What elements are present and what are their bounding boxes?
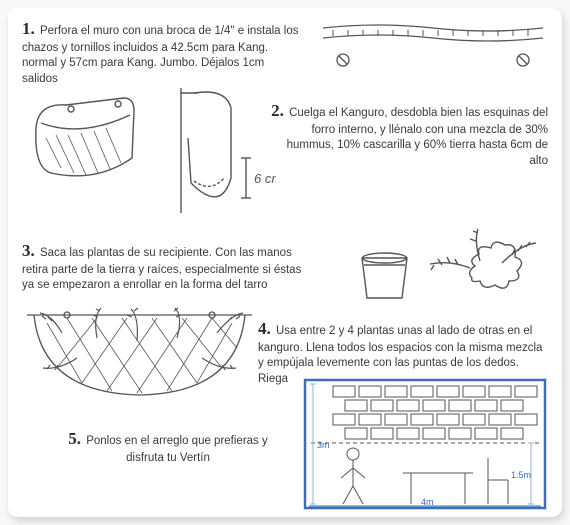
ruler-screws-illustration <box>318 20 548 75</box>
wall-height-label: 3m <box>317 440 330 450</box>
step-2-number: 2. <box>271 101 284 120</box>
pouch-hook-illustration: 6 cm <box>26 83 276 223</box>
step-3-text: Saca las plantas de su recipiente. Con l… <box>22 247 301 291</box>
room-diagram-illustration: 3m 1.5m 4m <box>303 378 548 513</box>
instruction-sheet: 1. Perfora el muro con una broca de 1/4"… <box>8 8 562 517</box>
person-height-label: 1.5m <box>511 470 531 480</box>
planter-plants-illustration <box>22 303 257 413</box>
step-3: 3. Saca las plantas de su recipiente. Co… <box>22 240 312 294</box>
step-5-text: Ponlos en el arreglo que prefieras y dis… <box>86 435 268 464</box>
wall-width-label: 4m <box>421 497 434 507</box>
pot-roots-illustration <box>342 223 542 313</box>
step-4-text: Usa entre 2 y 4 plantas unas al lado de … <box>258 325 542 385</box>
step-2: 2. Cuelga el Kanguro, desdobla bien las … <box>268 100 548 169</box>
step-1-number: 1. <box>22 19 35 38</box>
height-label: 6 cm <box>254 171 276 186</box>
step-3-number: 3. <box>22 241 35 260</box>
step-1: 1. Perfora el muro con una broca de 1/4"… <box>22 18 302 87</box>
step-5-number: 5. <box>68 429 81 448</box>
step-1-text: Perfora el muro con una broca de 1/4" e … <box>22 25 298 85</box>
step-2-text: Cuelga el Kanguro, desdobla bien las esq… <box>287 107 548 167</box>
step-4-number: 4. <box>258 319 271 338</box>
step-5: 5. Ponlos en el arreglo que prefieras y … <box>58 428 278 466</box>
